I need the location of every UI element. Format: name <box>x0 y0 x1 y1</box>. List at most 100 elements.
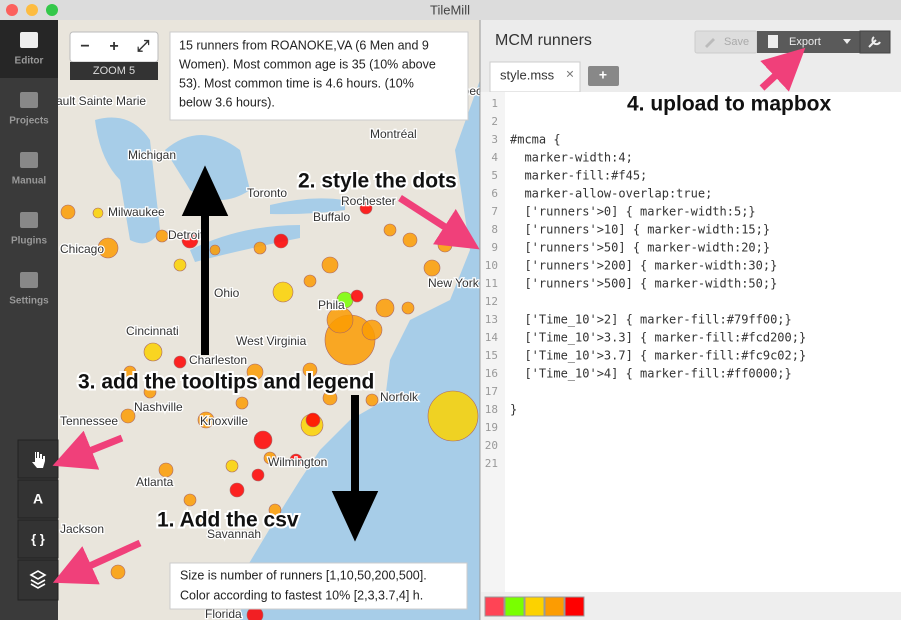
swatch[interactable] <box>484 596 505 617</box>
template-button[interactable] <box>17 519 59 559</box>
sidebar-icon[interactable] <box>20 32 38 48</box>
map-dot[interactable] <box>383 223 397 237</box>
map-dot[interactable] <box>350 289 364 303</box>
map-dot[interactable] <box>181 231 199 249</box>
map-dot[interactable] <box>268 503 282 517</box>
map-dot[interactable] <box>326 306 354 334</box>
line-number: 7 <box>491 205 498 218</box>
map-dot[interactable] <box>375 298 395 318</box>
code-area[interactable] <box>481 92 901 592</box>
map-label: Knoxville <box>200 414 248 428</box>
swatch[interactable] <box>544 596 565 617</box>
map-label: West Virginia <box>236 334 307 348</box>
map-dot[interactable] <box>225 459 239 473</box>
zoom-label: ZOOM 5 <box>93 65 135 77</box>
minimize-button[interactable] <box>26 4 38 16</box>
annotation: 4. upload to mapbox <box>627 93 831 116</box>
map-dot[interactable] <box>158 462 174 478</box>
zoom-button[interactable]: − <box>80 38 89 55</box>
tab-close[interactable]: × <box>566 66 574 82</box>
map-dot[interactable] <box>251 468 265 482</box>
map-dot[interactable] <box>143 385 157 399</box>
gutter <box>481 92 505 592</box>
zoom-label-bg <box>70 62 158 80</box>
map-dot[interactable] <box>120 408 136 424</box>
zoom-button[interactable]: ⤢ <box>137 38 151 55</box>
add-tab-button[interactable] <box>588 66 619 86</box>
wrench-icon <box>868 36 881 48</box>
code-line: ['runners'>50] { marker-width:20;} <box>510 241 770 255</box>
sidebar-label: Editor <box>15 56 44 67</box>
sidebar-icon[interactable] <box>20 212 38 228</box>
map-dot[interactable] <box>273 233 289 249</box>
swatch[interactable] <box>504 596 525 617</box>
map-dot[interactable] <box>197 411 215 429</box>
map-dot[interactable] <box>199 513 213 527</box>
code-line: ['Time_10'>2] { marker-fill:#79ff00;} <box>510 313 792 327</box>
map-dot[interactable] <box>302 362 318 378</box>
text-button[interactable] <box>17 479 59 519</box>
map-dot[interactable] <box>173 355 187 369</box>
legend-line: Color according to fastest 10% [2,3,3.7,… <box>180 588 423 602</box>
layers-button[interactable] <box>17 559 59 601</box>
tooltip-text: 15 runners from ROANOKE,VA (6 Men and 9 W… <box>179 38 436 109</box>
map-dot[interactable] <box>402 232 418 248</box>
map-dot[interactable] <box>374 174 386 186</box>
map-label: Toronto <box>247 186 287 200</box>
map-dot[interactable] <box>173 258 187 272</box>
map-dot[interactable] <box>143 342 163 362</box>
export-icon <box>768 35 778 48</box>
map-dot[interactable] <box>246 363 264 381</box>
zoom-button[interactable]: + <box>109 38 118 55</box>
map-dot[interactable] <box>272 281 294 303</box>
map-dot[interactable] <box>209 244 221 256</box>
map-dot[interactable] <box>289 453 303 467</box>
swatch[interactable] <box>564 596 585 617</box>
map-dot[interactable] <box>305 412 321 428</box>
map-dot[interactable] <box>427 390 479 442</box>
map-dot[interactable] <box>123 365 137 379</box>
code-line: ['Time_10'>3.3] { marker-fill:#fcd200;} <box>510 331 806 345</box>
export-button[interactable] <box>757 31 860 53</box>
map[interactable]: Sault Sainte MarieNorth BayQuebecMichiga… <box>48 20 482 620</box>
sidebar-label: Projects <box>9 116 49 127</box>
map-dot[interactable] <box>359 201 373 215</box>
map-dot[interactable] <box>253 430 273 450</box>
map-dot[interactable] <box>322 390 338 406</box>
export-dropdown[interactable] <box>843 39 851 44</box>
save-label: Save <box>724 36 749 48</box>
map-dot[interactable] <box>361 319 383 341</box>
map-dot[interactable] <box>321 256 339 274</box>
map-dot[interactable] <box>229 482 245 498</box>
swatch[interactable] <box>524 596 545 617</box>
black-arrow-up <box>181 165 229 355</box>
map-dot[interactable] <box>183 493 197 507</box>
map-dot[interactable] <box>155 229 169 243</box>
sidebar-icon[interactable] <box>20 92 38 108</box>
map-dot[interactable] <box>437 237 453 253</box>
map-dot[interactable] <box>60 204 76 220</box>
line-number: 13 <box>485 313 498 326</box>
map-dot[interactable] <box>97 237 119 259</box>
close-button[interactable] <box>6 4 18 16</box>
map-label: Milwaukee <box>108 205 165 219</box>
sidebar-icon[interactable] <box>20 272 38 288</box>
sidebar-label: Settings <box>9 296 49 307</box>
line-number: 3 <box>491 133 498 146</box>
pink-arrow <box>398 195 480 250</box>
map-dot[interactable] <box>303 274 317 288</box>
map-dot[interactable] <box>253 241 267 255</box>
zoom-button[interactable] <box>46 4 58 16</box>
map-dot[interactable] <box>401 301 415 315</box>
map-dot[interactable] <box>365 393 379 407</box>
map-dot[interactable] <box>423 259 441 277</box>
map-dot[interactable] <box>263 451 277 465</box>
map-dot[interactable] <box>110 564 126 580</box>
map-label: Cincinnati <box>126 324 179 338</box>
map-dot[interactable] <box>235 396 249 410</box>
tooltip-line: below 3.6 hours). <box>179 95 275 109</box>
sidebar-icon[interactable] <box>20 152 38 168</box>
map-dot[interactable] <box>92 207 104 219</box>
